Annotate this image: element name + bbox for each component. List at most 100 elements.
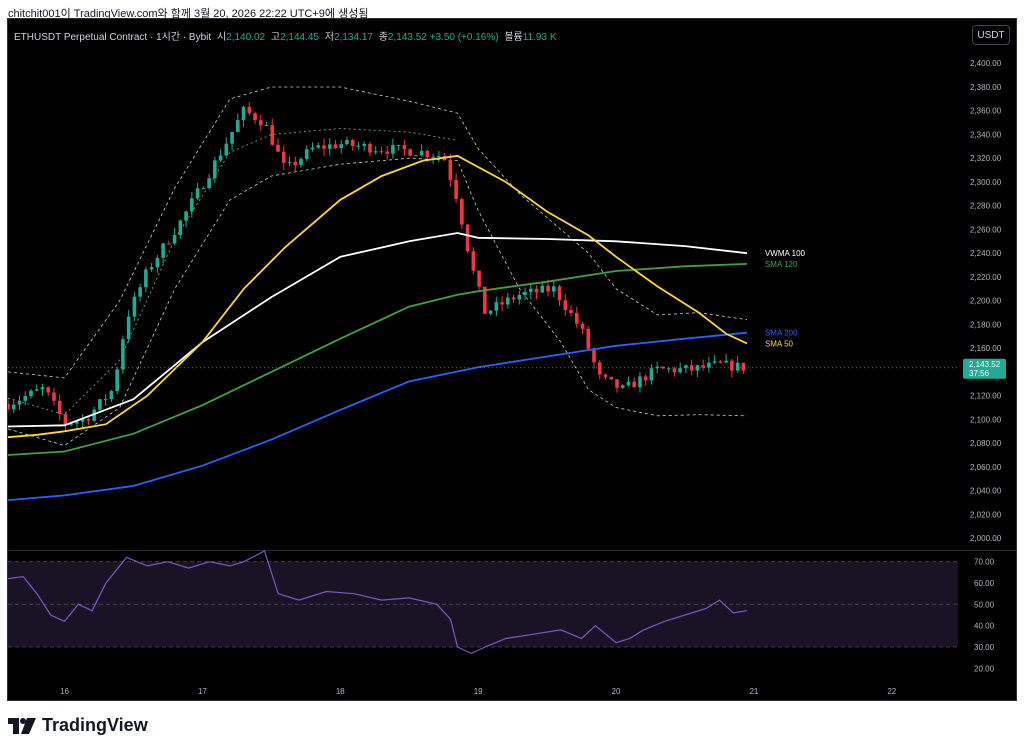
price-axis-tick: 2,220.00 — [970, 273, 1002, 282]
candle — [603, 374, 608, 377]
candle — [144, 269, 148, 288]
time-axis-tick: 17 — [198, 687, 207, 696]
price-axis-tick: 2,020.00 — [970, 510, 1002, 519]
price-axis-tick: 2,400.00 — [970, 59, 1002, 68]
candle — [109, 391, 114, 400]
band-lower-line — [8, 157, 748, 446]
overlay-label: VWMA 100 — [765, 249, 806, 258]
rsi-line — [8, 550, 748, 655]
candle — [741, 362, 746, 371]
last-price-tag — [963, 358, 1006, 379]
price-axis-tick: 2,240.00 — [970, 249, 1002, 258]
candle — [500, 302, 504, 305]
candle — [643, 376, 648, 381]
overlay-label: SMA 50 — [765, 339, 794, 348]
candle — [707, 362, 711, 368]
candle — [540, 285, 545, 293]
candle — [92, 409, 96, 421]
chart-frame[interactable]: 2,000.00 2,020.00 2,040.00 2,060.00 2,080.00… — [7, 18, 1017, 701]
chart-svg[interactable]: 2,000.00 2,020.00 2,040.00 2,060.00 2,080.00… — [8, 19, 1016, 700]
overlay-label: SMA 120 — [765, 260, 798, 269]
candle — [115, 369, 119, 392]
candle — [592, 348, 596, 363]
candle — [494, 302, 499, 311]
time-axis-tick: 19 — [474, 687, 483, 696]
time-axis-tick: 20 — [612, 687, 621, 696]
candle — [121, 339, 125, 370]
candle — [574, 312, 579, 324]
candle — [362, 143, 366, 146]
candle — [425, 150, 430, 157]
band-mid-line — [8, 128, 458, 416]
candle — [195, 188, 200, 199]
candle — [546, 285, 550, 292]
candle — [712, 361, 717, 363]
candle — [373, 151, 378, 153]
time-axis-tick: 22 — [887, 687, 896, 696]
rsi-axis-tick: 60.00 — [974, 579, 995, 588]
price-axis-tick: 2,100.00 — [970, 415, 1002, 424]
candle — [488, 310, 493, 314]
price-axis-tick: 2,320.00 — [970, 154, 1002, 163]
candle — [281, 151, 286, 163]
candle — [684, 365, 688, 369]
price-axis-tick: 2,160.00 — [970, 344, 1002, 353]
candle — [11, 404, 16, 410]
candle — [304, 149, 309, 159]
candle — [419, 150, 424, 156]
candle — [597, 362, 602, 375]
candle — [161, 243, 165, 258]
candle — [414, 155, 418, 157]
volume-value: 11.93 K — [522, 32, 557, 43]
candle — [661, 366, 665, 369]
candle — [730, 360, 734, 371]
candle — [241, 106, 246, 121]
candle — [350, 139, 355, 146]
candle — [408, 149, 412, 156]
symbol-name[interactable]: ETHUSDT Perpetual Contract · 1시간 · Bybit — [14, 32, 212, 43]
candle — [511, 297, 516, 300]
candle — [649, 368, 654, 381]
high-label: 고 — [270, 32, 281, 43]
candle — [701, 365, 705, 368]
candle — [368, 143, 372, 153]
change-value: +3.50 (+0.16%) — [429, 32, 499, 43]
last-price-tag-value: 2,143.52 — [969, 360, 1001, 369]
candle — [23, 396, 28, 401]
candle — [534, 288, 539, 293]
price-axis-tick: 2,360.00 — [970, 107, 1002, 116]
candle — [345, 139, 349, 145]
candle — [528, 288, 533, 293]
candle — [40, 387, 45, 390]
candle — [213, 160, 217, 179]
candle — [46, 387, 51, 393]
candle — [34, 389, 39, 391]
candle — [718, 361, 723, 363]
candle — [689, 365, 694, 371]
candle — [666, 368, 671, 370]
candle — [86, 419, 91, 421]
volume-label: 볼륨 — [504, 32, 523, 43]
candle — [333, 144, 338, 149]
time-axis-tick: 21 — [749, 687, 758, 696]
candle — [190, 198, 194, 212]
price-axis-tick: 2,300.00 — [970, 178, 1002, 187]
candle — [391, 145, 395, 154]
candle — [287, 161, 292, 163]
candle — [155, 257, 160, 268]
symbol-info-bar: ETHUSDT Perpetual Contract · 1시간 · Bybit… — [14, 28, 557, 43]
candle — [551, 286, 556, 292]
overlay-line-sma-50 — [8, 154, 748, 439]
tradingview-logo-icon — [8, 717, 36, 734]
rsi-axis-tick: 40.00 — [974, 622, 995, 631]
price-axis-tick: 2,280.00 — [970, 202, 1002, 211]
tradingview-logo[interactable]: TradingView — [8, 715, 148, 736]
price-axis-tick: 2,060.00 — [970, 463, 1002, 472]
rsi-axis-tick: 30.00 — [974, 643, 995, 652]
candle — [218, 155, 223, 161]
overlay-line-vwma-100 — [8, 232, 748, 428]
price-axis-tick: 2,260.00 — [970, 225, 1002, 234]
open-value: 2,140.02 — [226, 32, 266, 43]
currency-button[interactable]: USDT — [972, 25, 1010, 45]
candle — [523, 292, 527, 295]
